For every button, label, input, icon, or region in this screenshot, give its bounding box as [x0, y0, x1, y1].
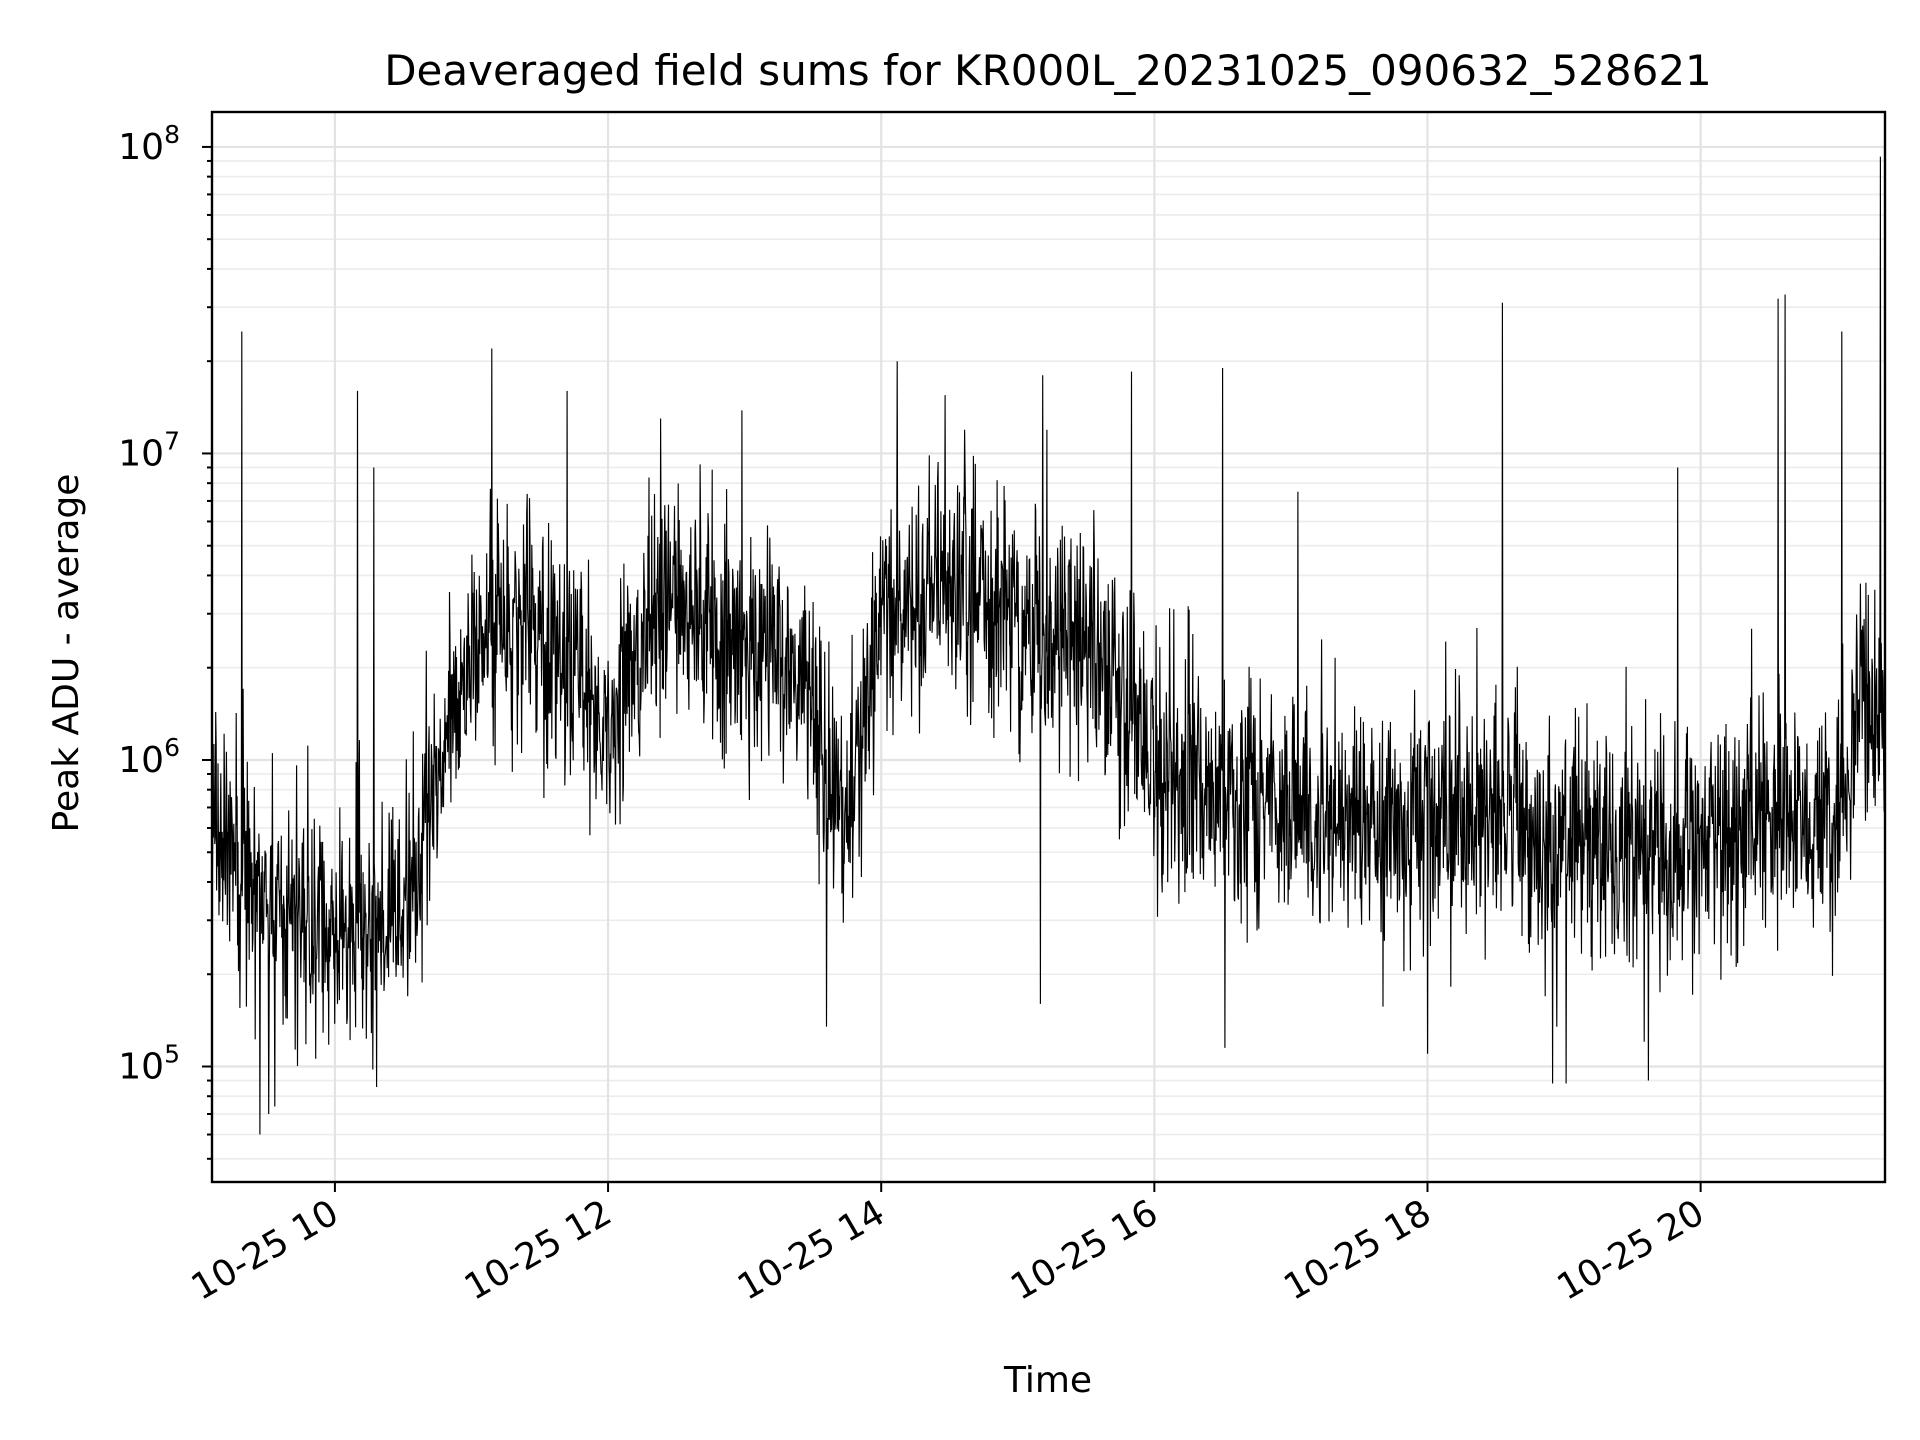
x-tick-label: 10-25 14: [731, 1192, 892, 1308]
chart-title: Deaveraged field sums for KR000L_2023102…: [384, 46, 1712, 95]
series-layer: [211, 156, 1886, 1135]
x-tick-label: 10-25 16: [1004, 1192, 1165, 1308]
y-tick-label: 105: [118, 1040, 180, 1088]
x-tick-label: 10-25 18: [1277, 1192, 1438, 1308]
y-axis-label: Peak ADU - average: [46, 474, 87, 833]
y-tick-label: 108: [118, 120, 180, 168]
plot-frame: [210, 110, 1887, 1184]
y-axis: 105 106 107 108: [118, 120, 212, 1160]
x-tick-label: 10-25 20: [1550, 1192, 1711, 1308]
y-tick-label: 106: [118, 733, 180, 781]
x-axis: 10-25 10 10-25 12 10-25 14 10-25 16 10-25 18…: [185, 1182, 1711, 1309]
series-line: [211, 156, 1886, 1135]
x-tick-label: 10-25 12: [458, 1192, 619, 1308]
x-axis-label: Time: [1003, 1360, 1092, 1401]
y-tick-label: 107: [118, 426, 180, 474]
x-tick-label: 10-25 10: [185, 1192, 346, 1308]
